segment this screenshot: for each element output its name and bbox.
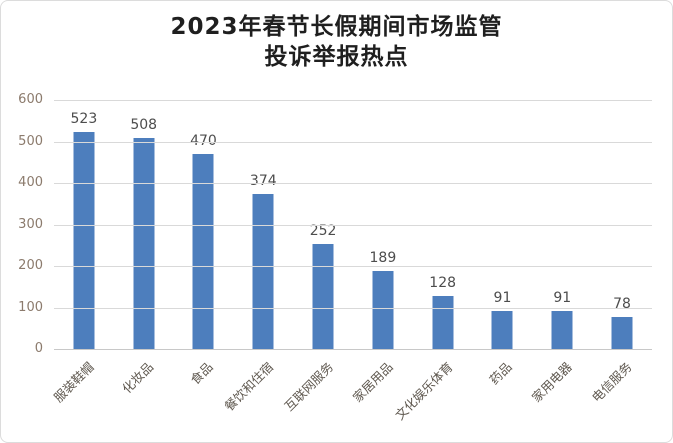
- bar: [73, 132, 95, 349]
- gridline: [54, 183, 652, 184]
- bar: [133, 138, 155, 349]
- y-axis-tick-label: 200: [18, 258, 43, 273]
- bar-slot: 91 家用电器: [529, 100, 592, 405]
- bar-value-label: 252: [309, 223, 337, 239]
- bar-value-label: 91: [553, 290, 572, 306]
- y-axis-tick-label: 400: [18, 175, 43, 190]
- gridline: [54, 307, 652, 309]
- bar-value-label: 470: [190, 133, 217, 149]
- bar: [252, 194, 274, 349]
- bar: [192, 154, 214, 349]
- gridline: [54, 266, 652, 267]
- bar-slot: 189 家居用品: [350, 100, 413, 405]
- y-axis-tick-label: 500: [18, 133, 43, 149]
- bar-value-label: 78: [613, 296, 631, 312]
- x-axis-tick-label: 家用电器: [529, 359, 576, 406]
- chart-title: 2023年春节长假期间市场监管 投诉举报热点: [1, 13, 672, 73]
- bar-value-label: 508: [130, 117, 158, 133]
- x-axis-tick-label: 餐饮和住宿: [221, 359, 277, 414]
- bar-value-label: 189: [369, 250, 397, 266]
- bar-slot: 470 食品: [174, 100, 234, 387]
- gridline: [54, 224, 652, 226]
- x-axis-line: [54, 349, 652, 350]
- bar-slot: 128 文化娱乐体育: [392, 100, 473, 423]
- bars-row: 523 服装鞋帽 508 化妆品 470 食品 374 餐饮和住宿 252 互联网服务 189 家居用…: [51, 100, 652, 423]
- chart-title-line-2: 投诉举报热点: [264, 43, 409, 70]
- gridline: [54, 100, 652, 101]
- bar: [491, 311, 513, 349]
- gridline: [54, 141, 652, 143]
- bar-value-label: 91: [493, 290, 512, 306]
- bar-value-label: 523: [70, 111, 98, 127]
- y-axis-tick-label: 100: [18, 299, 43, 315]
- bar: [611, 317, 633, 349]
- bar-slot: 523 服装鞋帽: [51, 100, 114, 405]
- bar-value-label: 128: [429, 275, 457, 291]
- bar-value-label: 374: [249, 173, 277, 189]
- bar-slot: 91 药品: [473, 100, 533, 387]
- bar-slot: 252 互联网服务: [281, 100, 353, 414]
- x-axis-tick-label: 食品: [187, 359, 217, 388]
- x-axis-tick-label: 互联网服务: [281, 359, 336, 414]
- bar: [372, 271, 394, 349]
- x-axis-tick-label: 电信服务: [588, 359, 635, 406]
- bar: [551, 311, 573, 349]
- x-axis-tick-label: 化妆品: [119, 359, 157, 397]
- y-axis-tick-label: 600: [18, 92, 43, 107]
- chart-title-line-1: 2023年春节长假期间市场监管: [170, 14, 503, 40]
- bar-slot: 508 化妆品: [114, 100, 174, 396]
- bar-slot: 374 餐饮和住宿: [221, 100, 293, 414]
- x-axis-tick-label: 药品: [486, 359, 516, 388]
- y-axis-tick-label: 0: [34, 341, 43, 356]
- plot-area: 523 服装鞋帽 508 化妆品 470 食品 374 餐饮和住宿 252 互联网服务 189 家居用…: [51, 100, 652, 423]
- bar: [432, 296, 454, 349]
- x-axis-tick-label: 服装鞋帽: [50, 359, 97, 406]
- bar: [312, 244, 334, 349]
- y-axis-tick-label: 300: [18, 216, 43, 232]
- x-axis-tick-label: 文化娱乐体育: [391, 359, 456, 423]
- x-axis-tick-label: 家居用品: [349, 359, 396, 406]
- y-axis: 0 100 200 300 400 500 600: [1, 92, 49, 356]
